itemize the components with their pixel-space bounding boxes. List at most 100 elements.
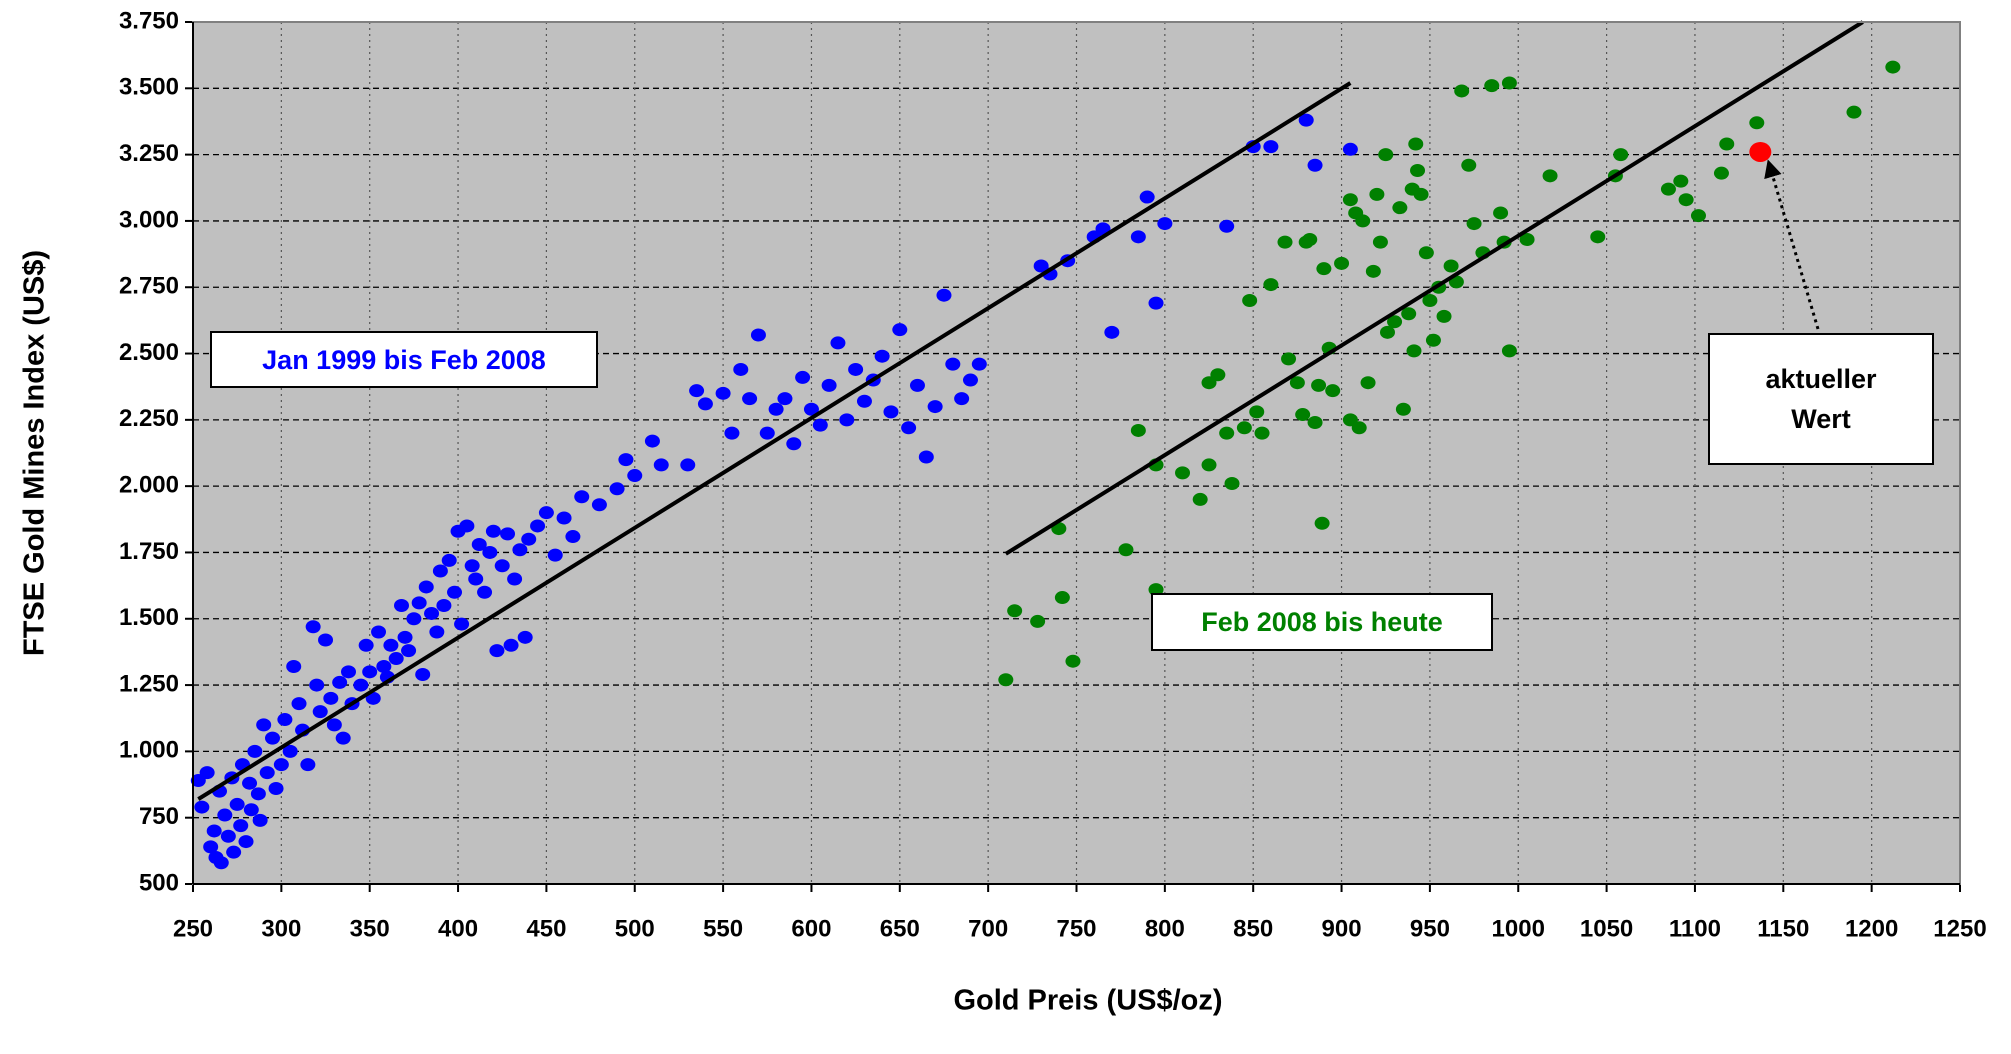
x-tick-label: 800 [1145, 915, 1185, 942]
point [848, 362, 864, 376]
point [471, 538, 487, 552]
point [1542, 169, 1558, 183]
point [362, 665, 378, 679]
point [565, 530, 581, 544]
y-tick-label: 3.750 [119, 7, 179, 34]
point [1224, 477, 1240, 491]
point [1289, 376, 1305, 390]
point [591, 498, 607, 512]
point [1749, 141, 1772, 162]
point [803, 402, 819, 416]
point [332, 675, 348, 689]
point [1360, 376, 1376, 390]
point [1466, 217, 1482, 231]
point [1519, 232, 1535, 246]
label-text: Jan 1999 bis Feb 2008 [262, 344, 546, 375]
y-tick-label: 1.500 [119, 604, 179, 631]
y-tick-label: 1.000 [119, 737, 179, 764]
point [459, 519, 475, 533]
x-tick-label: 1150 [1757, 915, 1809, 942]
point [1314, 516, 1330, 530]
point [644, 434, 660, 448]
axes: 500 750 1.000 1.250 1.500 1.750 2.000 2.250 2.50… [119, 7, 1987, 942]
point [507, 572, 523, 586]
point [468, 572, 484, 586]
point [1501, 344, 1517, 358]
point [1351, 421, 1367, 435]
point [1192, 492, 1208, 506]
series-label: Jan 1999 bis Feb 2008 [210, 331, 598, 388]
point [1342, 193, 1358, 207]
series-label: aktueller Wert [1708, 333, 1934, 465]
point [477, 585, 493, 599]
point [1219, 426, 1235, 440]
point [1422, 293, 1438, 307]
point [1436, 309, 1452, 323]
point [340, 665, 356, 679]
y-axis-title: FTSE Gold Mines Index (US$) [19, 250, 51, 656]
y-tick-label: 3.500 [119, 74, 179, 101]
point [318, 633, 334, 647]
point [305, 620, 321, 634]
point [1249, 405, 1265, 419]
x-tick-label: 750 [1056, 915, 1096, 942]
point [1372, 235, 1388, 249]
point [1369, 187, 1385, 201]
trend-line [1004, 20, 1864, 556]
point [856, 394, 872, 408]
point [1387, 315, 1403, 329]
point [1418, 246, 1434, 260]
point [1410, 164, 1426, 178]
y-tick-label: 1.250 [119, 670, 179, 697]
point [936, 288, 952, 302]
label-text: Feb 2008 bis heute [1201, 607, 1443, 637]
point [309, 678, 325, 692]
point [220, 829, 236, 843]
point [1885, 60, 1901, 74]
point [1201, 458, 1217, 472]
trend-line [197, 81, 1352, 801]
point [1378, 148, 1394, 162]
point [1054, 591, 1070, 605]
point [406, 612, 422, 626]
point [1719, 137, 1735, 151]
point [556, 511, 572, 525]
point [945, 357, 961, 371]
point [1342, 142, 1358, 156]
point [609, 482, 625, 496]
point [1678, 193, 1694, 207]
point [1408, 137, 1424, 151]
y-tick-label: 750 [139, 803, 179, 830]
point [1030, 614, 1046, 628]
y-tick-label: 1.750 [119, 538, 179, 565]
point [971, 357, 987, 371]
point [1130, 230, 1146, 244]
x-tick-label: 350 [350, 915, 390, 942]
point [418, 580, 434, 594]
point [242, 776, 258, 790]
point [1295, 408, 1311, 422]
point [485, 524, 501, 538]
point [1139, 190, 1155, 204]
point [1210, 368, 1226, 382]
point [1749, 116, 1765, 130]
point [394, 599, 410, 613]
point [226, 845, 242, 859]
point [1413, 187, 1429, 201]
x-tick-label: 300 [261, 915, 301, 942]
point [538, 506, 554, 520]
point [517, 630, 533, 644]
point [1263, 278, 1279, 292]
point [312, 705, 328, 719]
point [335, 731, 351, 745]
point [1425, 333, 1441, 347]
point [365, 691, 381, 705]
point [1148, 583, 1164, 597]
point [742, 392, 758, 406]
x-axis-title: Gold Preis (US$/oz) [953, 985, 1222, 1017]
point [901, 421, 917, 435]
point [1277, 235, 1293, 249]
point [839, 413, 855, 427]
point [213, 856, 229, 870]
point [1157, 217, 1173, 231]
